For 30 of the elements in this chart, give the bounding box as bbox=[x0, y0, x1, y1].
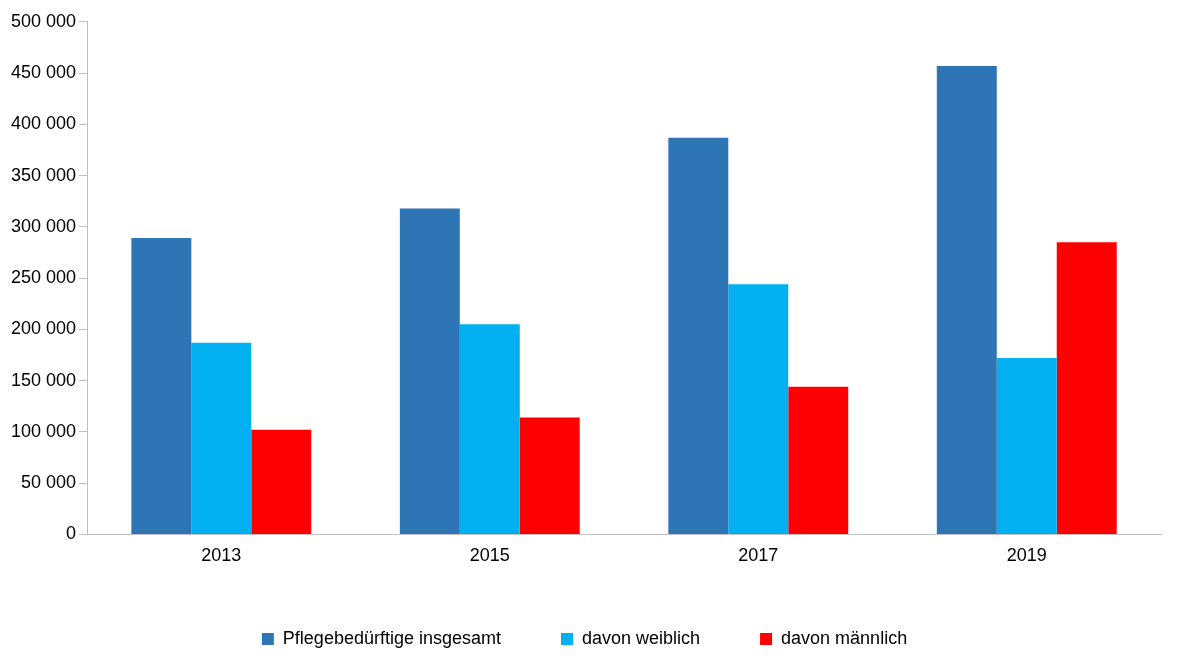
y-tick-label: 450 000 bbox=[10, 62, 77, 83]
y-tick-label: 50 000 bbox=[21, 472, 77, 493]
y-tick-label: 150 000 bbox=[10, 369, 77, 390]
bar bbox=[519, 417, 580, 534]
x-tick-label: 2017 bbox=[738, 545, 779, 566]
y-tick-label: 200 000 bbox=[10, 318, 77, 339]
legend-label: Pflegebedürftige insgesamt bbox=[282, 627, 501, 648]
bar bbox=[996, 358, 1057, 534]
y-tick-label: 250 000 bbox=[10, 267, 77, 288]
bar bbox=[399, 208, 460, 534]
x-tick-label: 2019 bbox=[1006, 545, 1047, 566]
bar bbox=[936, 65, 997, 534]
bar bbox=[1056, 242, 1117, 534]
bar bbox=[191, 342, 252, 534]
y-tick-label: 350 000 bbox=[10, 164, 77, 185]
y-tick-label: 400 000 bbox=[10, 113, 77, 134]
x-tick-label: 2013 bbox=[201, 545, 242, 566]
bar bbox=[728, 284, 789, 534]
x-tick-label: 2015 bbox=[469, 545, 510, 566]
legend-label: davon weiblich bbox=[581, 627, 701, 648]
bar bbox=[459, 324, 520, 534]
y-tick-label: 0 bbox=[66, 523, 77, 544]
y-tick-label: 300 000 bbox=[10, 215, 77, 236]
bar bbox=[131, 238, 192, 534]
y-tick-label: 500 000 bbox=[10, 10, 77, 31]
bar bbox=[668, 137, 729, 534]
y-tick-label: 100 000 bbox=[10, 420, 77, 441]
bar bbox=[788, 386, 849, 534]
bar bbox=[251, 429, 312, 534]
legend-label: davon männlich bbox=[781, 627, 908, 648]
